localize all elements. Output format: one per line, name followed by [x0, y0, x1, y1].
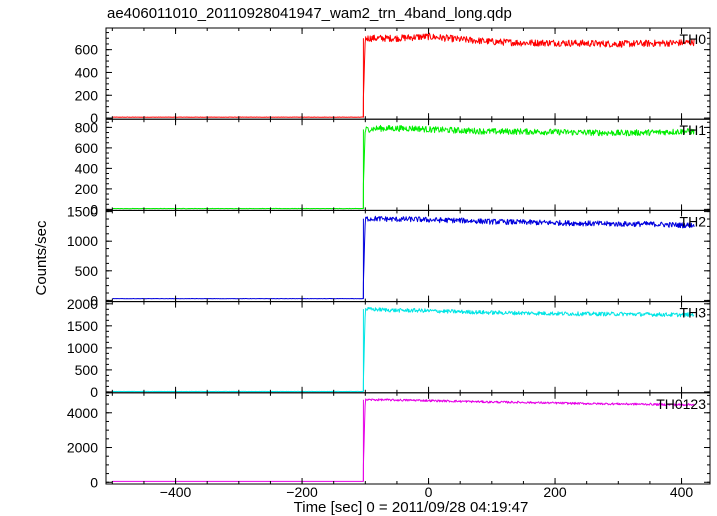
y-tick-label-th0: 0 [90, 110, 98, 126]
y-tick-label-th0123: 2000 [67, 440, 98, 456]
y-tick-label-th2: 1000 [67, 233, 98, 249]
panel-label-th3: TH3 [680, 305, 707, 321]
x-tick-label: 200 [543, 484, 567, 500]
series-line-th3 [112, 306, 695, 393]
panel-label-th0: TH0 [680, 31, 707, 47]
y-tick-label-th2: 500 [75, 263, 99, 279]
x-tick-label: −200 [286, 484, 318, 500]
y-tick-label-th0: 200 [75, 87, 99, 103]
y-tick-label-th3: 2000 [67, 296, 98, 312]
y-tick-label-th3: 1000 [67, 340, 98, 356]
y-axis-label: Counts/sec [33, 220, 50, 296]
panel-label-th1: TH1 [680, 122, 707, 138]
panel-frame-th0123 [105, 392, 711, 485]
x-tick-label: 0 [425, 484, 433, 500]
series-line-th1 [112, 124, 695, 210]
y-tick-label-th0: 600 [75, 42, 99, 58]
y-tick-label-th1: 800 [75, 119, 99, 135]
y-tick-label-th0123: 0 [90, 474, 98, 490]
plot-area: 0 200 400 600 TH0 0 200 400 600 800 TH1 0 500 1000 150… [67, 27, 711, 500]
y-tick-label-th3: 1500 [67, 318, 98, 334]
x-tick-label: 400 [670, 484, 694, 500]
panel-label-th2: TH2 [680, 213, 707, 229]
series-line-th0123 [112, 398, 695, 482]
y-tick-label-th1: 600 [75, 140, 99, 156]
y-tick-label-th0123: 4000 [67, 405, 98, 421]
x-axis-label: Time [sec] 0 = 2011/09/28 04:19:47 [294, 499, 529, 516]
x-tick-label: −400 [160, 484, 192, 500]
series-line-th0 [112, 32, 695, 118]
y-tick-label-th1: 200 [75, 181, 99, 197]
y-tick-label-th1: 400 [75, 160, 99, 176]
y-tick-label-th3: 0 [90, 384, 98, 400]
y-tick-label-th0: 400 [75, 64, 99, 80]
chart-title: ae406011010_20110928041947_wam2_trn_4ban… [107, 5, 512, 22]
y-tick-label-th1: 0 [90, 201, 98, 217]
y-tick-label-th2: 1500 [67, 204, 98, 220]
panel-label-th0123: TH0123 [656, 396, 706, 412]
y-tick-label-th2: 0 [90, 292, 98, 308]
y-tick-label-th3: 500 [75, 362, 99, 378]
series-line-th2 [112, 215, 695, 300]
